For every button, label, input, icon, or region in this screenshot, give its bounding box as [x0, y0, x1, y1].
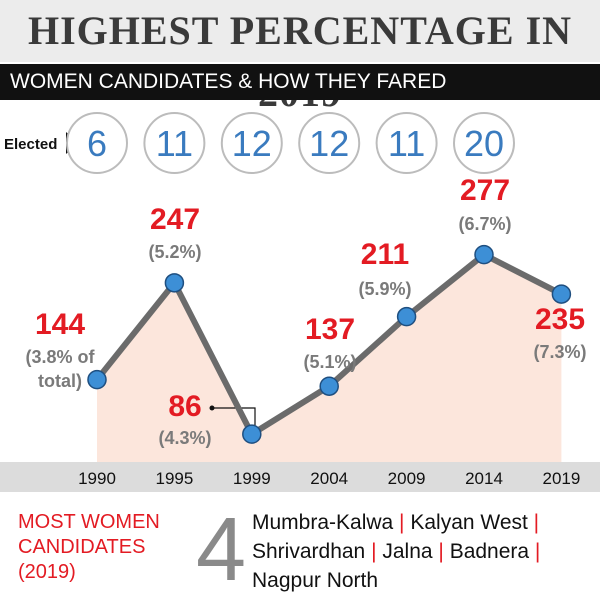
x-tick-label: 1990 — [78, 469, 116, 488]
constituency: Shrivardhan — [252, 540, 382, 563]
point — [319, 376, 339, 396]
elected-circle — [375, 112, 438, 174]
constituency: Nagpur North — [252, 569, 379, 592]
point — [474, 244, 494, 265]
value-label: 86 — [168, 390, 202, 423]
value-label: 277 — [459, 174, 511, 207]
leader-dot — [209, 405, 215, 411]
constituency: Jalna — [382, 540, 449, 563]
elected-circle — [66, 112, 128, 174]
x-tick-label: 2014 — [465, 469, 503, 488]
constituency-list: Mumbra-Kalwa Kalyan West Shrivardhan Jal… — [252, 508, 592, 595]
value-label: 144 — [34, 308, 86, 341]
x-tick-label: 2004 — [310, 469, 348, 488]
share-label: (6.7%) — [458, 214, 512, 234]
share-label: (5.2%) — [148, 242, 202, 262]
axis-band — [0, 462, 600, 492]
highlight-count: 4 — [196, 500, 247, 600]
x-tick-label: 1999 — [233, 469, 271, 488]
elected-circle — [143, 112, 206, 174]
point — [242, 424, 262, 444]
value-label: 211 — [360, 238, 410, 271]
elected-value: 11 — [156, 123, 193, 164]
point — [551, 284, 572, 304]
point — [87, 369, 107, 390]
elected-value: 11 — [388, 123, 425, 164]
share-label: (4.3%) — [158, 428, 212, 448]
elected-label: Elected — [4, 136, 57, 153]
leader-line — [212, 407, 256, 432]
share-label: (5.1%) — [303, 352, 357, 372]
x-tick-label: 2019 — [542, 469, 580, 488]
point — [396, 306, 417, 327]
constituency: Kalyan West — [410, 511, 539, 534]
x-tick-label: 1995 — [155, 469, 193, 488]
value-label: 247 — [149, 203, 201, 236]
elected-value: 20 — [464, 123, 504, 164]
x-tick-label: 2009 — [388, 469, 426, 488]
share-label: (3.8% of total) — [25, 347, 95, 391]
highlight-label: MOST WOMEN CANDIDATES (2019) — [18, 511, 160, 583]
value-label: 235 — [534, 303, 586, 336]
elected-circle — [220, 112, 283, 174]
constituency: Badnera — [450, 540, 541, 563]
point — [164, 273, 185, 293]
elected-circle — [453, 112, 515, 174]
share-label: (5.9%) — [358, 279, 412, 299]
elected-circle — [298, 112, 361, 174]
elected-value: 6 — [87, 123, 107, 164]
title: HIGHEST PERCENTAGE IN 2019 — [0, 0, 600, 115]
subtitle: WOMEN CANDIDATES & HOW THEY FARED — [0, 64, 600, 100]
elected-value: 12 — [232, 123, 272, 164]
elected-value: 12 — [309, 123, 349, 164]
value-label: 137 — [304, 313, 356, 346]
share-label: (7.3%) — [533, 342, 587, 362]
constituency: Mumbra-Kalwa — [252, 511, 410, 534]
